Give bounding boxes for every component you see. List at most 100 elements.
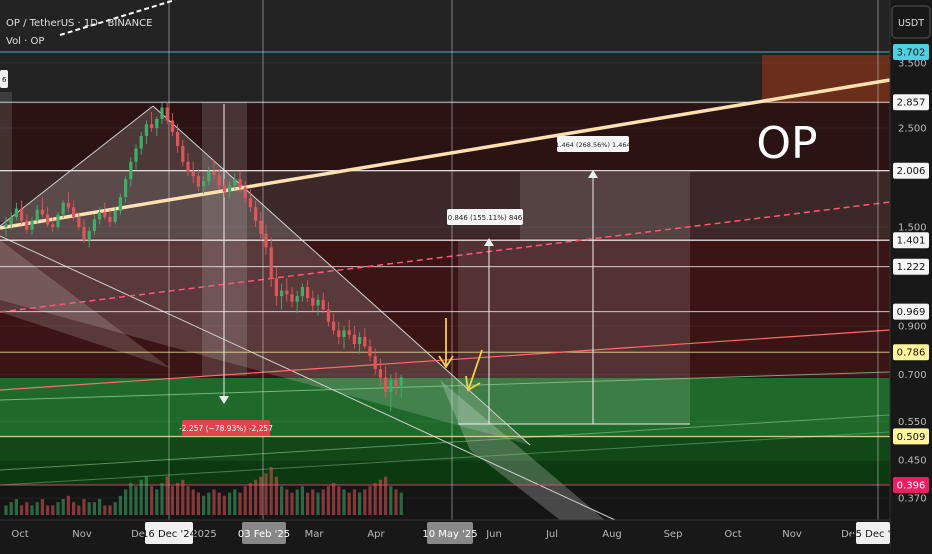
volume-bar-64 [337, 486, 341, 515]
currency-button[interactable]: USDT [891, 5, 931, 39]
price-tick-2: 1.500 [898, 223, 927, 234]
top-left-dashed-line [59, 0, 176, 36]
op-watermark: OP [756, 118, 817, 169]
time-highlight-1: 03 Feb '25 [238, 522, 290, 544]
candle-13 [72, 200, 76, 221]
red-trendline[interactable] [0, 329, 891, 391]
candle-48 [254, 200, 258, 228]
candle-23 [124, 176, 128, 203]
volume-bar-33 [176, 483, 180, 515]
volume-bar-56 [295, 489, 299, 515]
price-tick-7: 0.370 [898, 494, 927, 505]
volume-bar-38 [202, 495, 206, 515]
maroon-darker-zone [0, 238, 890, 378]
volume-bar-54 [285, 489, 289, 515]
candle-16 [87, 227, 91, 248]
wedge-line-top [0, 105, 154, 227]
time-axis-ticks: Oct Nov De 2025 Mar Apr Jun Jul Aug Sep Oct Nov De [11, 529, 855, 540]
price-badge-1.222[interactable]: 1.222 [893, 258, 929, 275]
time-highlight-text-1: 03 Feb '25 [238, 529, 290, 540]
volume-bar-36 [191, 489, 195, 515]
level-lines [0, 51, 890, 486]
candle-5 [30, 216, 34, 235]
price-badge-text-7: 0.509 [897, 432, 926, 443]
volume-bar-69 [363, 489, 367, 515]
price-badge-3.702[interactable]: 3.702 [893, 44, 929, 60]
candle-60 [316, 294, 320, 316]
yellow-arrow-diagonal-icon [465, 349, 483, 392]
currency-button-label: USDT [898, 18, 924, 29]
price-badge-text-8: 0.396 [897, 481, 926, 492]
candle-14 [77, 212, 81, 230]
price-badge-text-5: 0.969 [897, 307, 926, 318]
volume-bar-57 [300, 486, 304, 515]
volume-bar-35 [186, 486, 190, 515]
time-highlight-2: 10 May '25 [422, 522, 478, 544]
candle-74 [389, 374, 393, 412]
candle-20 [108, 209, 112, 228]
price-badge-0.969[interactable]: 0.969 [893, 303, 929, 320]
time-tick-0: Oct [11, 529, 28, 540]
candle-18 [98, 207, 102, 225]
volume-bar-9 [51, 505, 55, 515]
volume-bar-29 [155, 489, 159, 515]
price-badge-0.509[interactable]: 0.509 [893, 428, 929, 445]
candle-27 [144, 120, 148, 145]
candles [4, 101, 403, 412]
candle-2 [14, 202, 18, 221]
volume-bar-46 [243, 486, 247, 515]
candle-41 [217, 169, 221, 190]
measure-label-up-1-text: 0.846 (155.11%) 846 [448, 214, 523, 222]
green-support-zone [0, 378, 890, 438]
candle-0 [4, 216, 8, 237]
candle-65 [342, 325, 346, 349]
candle-22 [118, 193, 122, 215]
volume-bar-20 [108, 505, 112, 515]
candle-42 [222, 179, 226, 198]
major-trendline[interactable] [0, 78, 891, 230]
volume-bar-2 [14, 499, 18, 515]
candle-47 [248, 189, 252, 213]
volume-bar-6 [35, 502, 39, 515]
volume-bar-41 [217, 492, 221, 515]
price-axis-ticks: 3.500 2.500 1.500 0.900 0.700 0.550 0.450 0.370 [898, 58, 927, 504]
volume-bar-62 [326, 486, 330, 515]
volume-bar-68 [358, 492, 362, 515]
volume-bar-23 [124, 489, 128, 515]
candle-3 [20, 200, 24, 225]
price-badge-text-2: 2.006 [897, 166, 926, 177]
measure-arrow-up-2-head [588, 170, 598, 178]
volume-bar-58 [306, 492, 310, 515]
candle-62 [326, 301, 330, 326]
volume-bar-43 [228, 492, 232, 515]
price-badge-text-1: 2.857 [897, 98, 926, 109]
volume-bar-1 [9, 502, 13, 515]
candle-76 [399, 374, 403, 399]
price-badge-2.857[interactable]: 2.857 [893, 94, 929, 111]
price-badge-2.006[interactable]: 2.006 [893, 162, 929, 179]
volume-bar-53 [280, 486, 284, 515]
measure-label-up-2: 1.464 (268.56%) 1,464 [555, 136, 631, 152]
volume-bar-66 [347, 492, 351, 515]
price-badge-0.786[interactable]: 0.786 [893, 344, 929, 361]
price-axis[interactable] [890, 0, 932, 550]
green-channel-bottom [0, 414, 891, 471]
candle-34 [181, 140, 185, 167]
volume-bar-50 [264, 473, 268, 515]
price-badge-text-3: 1.401 [897, 236, 926, 247]
volume-bar-49 [259, 476, 263, 515]
time-highlight-text-3: 15 Dec '2 [849, 529, 897, 540]
time-tick-3: 2025 [191, 529, 216, 540]
price-badge-0.396[interactable]: 0.396 [893, 477, 929, 493]
candle-73 [384, 366, 388, 399]
volume-bar-55 [290, 492, 294, 515]
candle-39 [207, 166, 211, 186]
price-badge-1.401[interactable]: 1.401 [893, 232, 929, 249]
chart-title: OP / TetherUS · 1D · BINANCE [6, 18, 152, 29]
projection-box-2 [520, 172, 690, 424]
candle-67 [352, 325, 356, 349]
candle-56 [295, 290, 299, 314]
volume-bar-39 [207, 492, 211, 515]
